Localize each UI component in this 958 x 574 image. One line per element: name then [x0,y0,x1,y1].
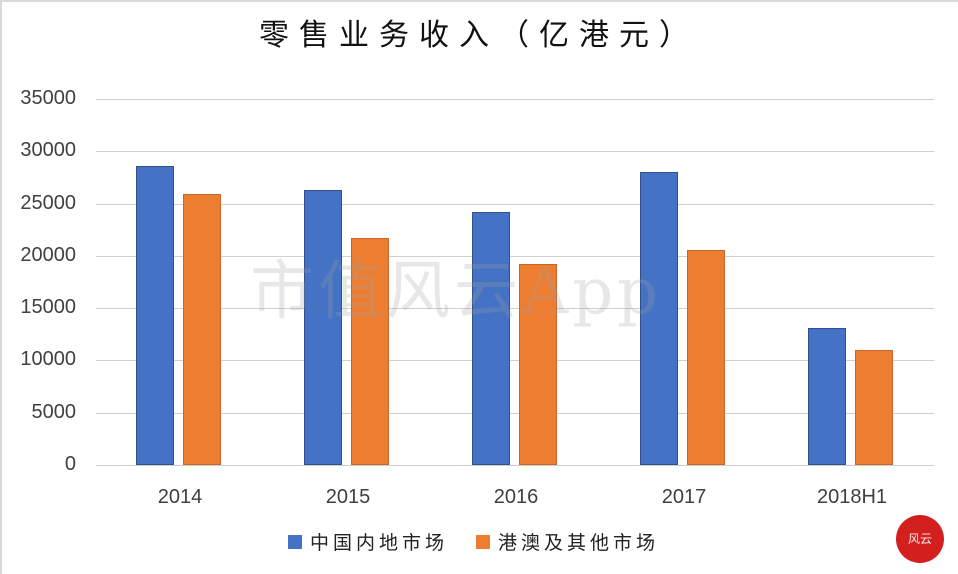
x-tick-label: 2015 [325,486,371,508]
bar-2018H1-series-1 [855,350,893,465]
y-tick-label: 35000 [20,87,76,109]
y-tick-label: 20000 [20,244,76,266]
bar-2017-series-0 [640,172,678,465]
chart-title: 零售业务收入（亿港元） [259,18,699,53]
seal-text: 风云 [907,531,932,546]
legend-swatch-blue-icon [288,534,302,549]
y-tick-label: 10000 [20,348,76,370]
legend: 中国内地市场 港澳及其他市场 [288,528,659,555]
bar-2016-series-1 [519,264,557,465]
bar-2014-series-0 [136,166,174,465]
bar-2015-series-0 [304,190,342,465]
y-tick-label: 30000 [20,139,76,161]
gridline [96,204,934,205]
gridline [96,308,934,309]
bar-2017-series-1 [687,250,725,465]
legend-label: 中国内地市场 [310,532,449,554]
gridline [96,413,934,414]
legend-swatch-orange-icon [476,534,491,549]
x-tick-label: 2017 [661,486,707,508]
y-tick-label: 5000 [31,401,77,423]
gridline [96,99,934,100]
bar-2015-series-1 [351,238,389,465]
y-tick-label: 0 [64,453,76,475]
gridline [96,151,934,152]
x-tick-label: 2016 [493,486,539,508]
x-tick-label: 2014 [157,486,203,508]
y-tick-label: 25000 [20,192,76,214]
legend-label: 港澳及其他市场 [498,532,660,554]
seal-logo-icon: 风云 [896,515,944,563]
legend-item-mainland: 中国内地市场 [288,528,448,555]
y-tick-label: 15000 [20,296,76,318]
gridline [96,360,934,361]
gridline [96,465,934,466]
bar-2014-series-1 [183,194,221,465]
bar-2018H1-series-0 [808,328,846,465]
gridline [96,256,934,257]
legend-item-hk-macau-other: 港澳及其他市场 [476,528,659,555]
bar-2016-series-0 [472,212,510,465]
x-tick-label: 2018H1 [816,486,888,508]
